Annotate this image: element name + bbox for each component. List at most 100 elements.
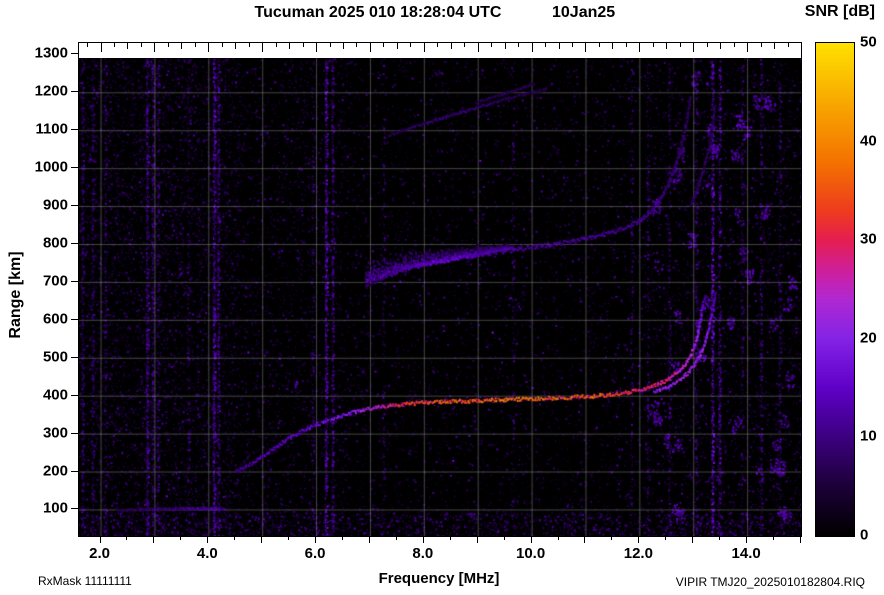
colorbar-tick-label: 50	[860, 33, 877, 51]
top-frequency-ruler	[79, 43, 802, 58]
x-tick-mark	[207, 536, 209, 543]
y-tick-mark	[71, 242, 78, 244]
ruler-tick-mark	[289, 43, 291, 49]
x-tick-mark	[449, 536, 451, 540]
colorbar-tick-label: 30	[860, 230, 877, 248]
x-tick-mark	[719, 536, 721, 540]
y-tick-mark	[71, 432, 78, 434]
ruler-tick-mark	[423, 43, 425, 52]
ruler-tick-mark	[598, 43, 600, 47]
ruler-tick-mark	[329, 43, 331, 47]
y-tick-mark	[71, 91, 78, 93]
ruler-tick-mark	[720, 43, 722, 49]
ruler-tick-mark	[558, 43, 560, 49]
x-tick-mark	[665, 536, 667, 540]
y-tick-label: 700	[42, 272, 68, 290]
ruler-tick-mark	[316, 43, 318, 52]
ruler-tick-mark	[612, 43, 614, 49]
y-tick-mark	[71, 470, 78, 472]
x-tick-mark	[422, 536, 424, 543]
ruler-tick-mark	[140, 43, 142, 47]
footer-filename: VIPIR TMJ20_2025010182804.RIQ	[675, 575, 865, 589]
x-tick-mark	[557, 536, 559, 540]
ruler-tick-mark	[518, 43, 520, 47]
x-tick-mark	[288, 536, 290, 540]
ruler-tick-mark	[221, 43, 223, 47]
ruler-tick-mark	[343, 43, 344, 49]
y-tick-label: 300	[42, 424, 68, 442]
colorbar	[815, 42, 855, 537]
y-tick-label: 200	[42, 462, 68, 480]
colorbar-tick-label: 20	[860, 329, 877, 347]
x-tick-mark	[476, 536, 478, 543]
x-tick-mark	[638, 536, 640, 543]
x-tick-mark	[800, 536, 801, 543]
ruler-tick-mark	[504, 43, 506, 49]
ruler-tick-mark	[450, 43, 452, 49]
x-tick-label: 12.0	[623, 545, 653, 562]
ruler-tick-mark	[801, 43, 802, 52]
ruler-tick-mark	[572, 43, 573, 47]
colorbar-title: SNR [dB]	[804, 3, 875, 20]
ruler-tick-mark	[464, 43, 466, 47]
x-tick-mark	[180, 536, 182, 540]
y-tick-label: 1200	[34, 82, 68, 100]
ruler-tick-mark	[356, 43, 358, 47]
y-tick-mark	[71, 167, 78, 169]
ruler-tick-mark	[733, 43, 735, 47]
ruler-tick-mark	[154, 43, 156, 52]
ruler-tick-mark	[545, 43, 547, 47]
ruler-tick-mark	[491, 43, 493, 47]
y-tick-label: 1300	[34, 44, 68, 62]
x-tick-mark	[126, 536, 128, 540]
y-tick-label: 1100	[35, 120, 68, 138]
y-tick-label: 1000	[34, 158, 68, 176]
x-tick-mark	[234, 536, 236, 540]
x-tick-mark	[368, 536, 370, 543]
ruler-tick-mark	[625, 43, 627, 47]
y-tick-label: 800	[42, 234, 68, 252]
y-tick-label: 600	[42, 310, 68, 328]
ruler-tick-mark	[235, 43, 237, 49]
ruler-tick-mark	[666, 43, 668, 49]
x-tick-mark	[503, 536, 505, 540]
ruler-tick-mark	[369, 43, 371, 52]
y-tick-mark	[71, 280, 78, 282]
x-tick-label: 4.0	[196, 545, 218, 562]
y-tick-label: 900	[42, 196, 68, 214]
x-tick-mark	[584, 536, 586, 543]
ruler-tick-mark	[747, 43, 749, 52]
x-tick-mark	[99, 536, 101, 543]
y-tick-mark	[71, 318, 78, 320]
ruler-tick-mark	[706, 43, 708, 47]
x-tick-mark	[692, 536, 694, 543]
ionogram-canvas	[79, 58, 801, 536]
x-tick-mark	[773, 536, 775, 540]
x-tick-mark	[395, 536, 397, 540]
ruler-tick-mark	[167, 43, 169, 47]
x-tick-mark	[315, 536, 317, 543]
x-tick-label: 14.0	[731, 545, 761, 562]
ruler-tick-mark	[787, 43, 789, 47]
y-tick-mark	[71, 508, 78, 510]
x-tick-label: 10.0	[515, 545, 546, 562]
x-tick-mark	[746, 536, 748, 543]
ruler-tick-mark	[477, 43, 479, 52]
x-tick-label: 2.0	[89, 545, 110, 562]
colorbar-tick-label: 10	[860, 427, 877, 445]
ruler-tick-mark	[639, 43, 641, 52]
y-tick-mark	[71, 53, 78, 55]
ruler-tick-mark	[410, 43, 412, 47]
ruler-tick-mark	[531, 43, 533, 52]
ruler-tick-mark	[194, 43, 196, 47]
y-tick-mark	[71, 356, 78, 358]
ruler-tick-mark	[774, 43, 776, 49]
x-tick-mark	[530, 536, 532, 543]
ruler-tick-mark	[262, 43, 264, 52]
ruler-tick-mark	[693, 43, 695, 52]
ruler-tick-mark	[652, 43, 654, 47]
ruler-tick-mark	[208, 43, 210, 52]
ruler-tick-mark	[396, 43, 398, 49]
x-tick-label: 6.0	[304, 545, 326, 562]
